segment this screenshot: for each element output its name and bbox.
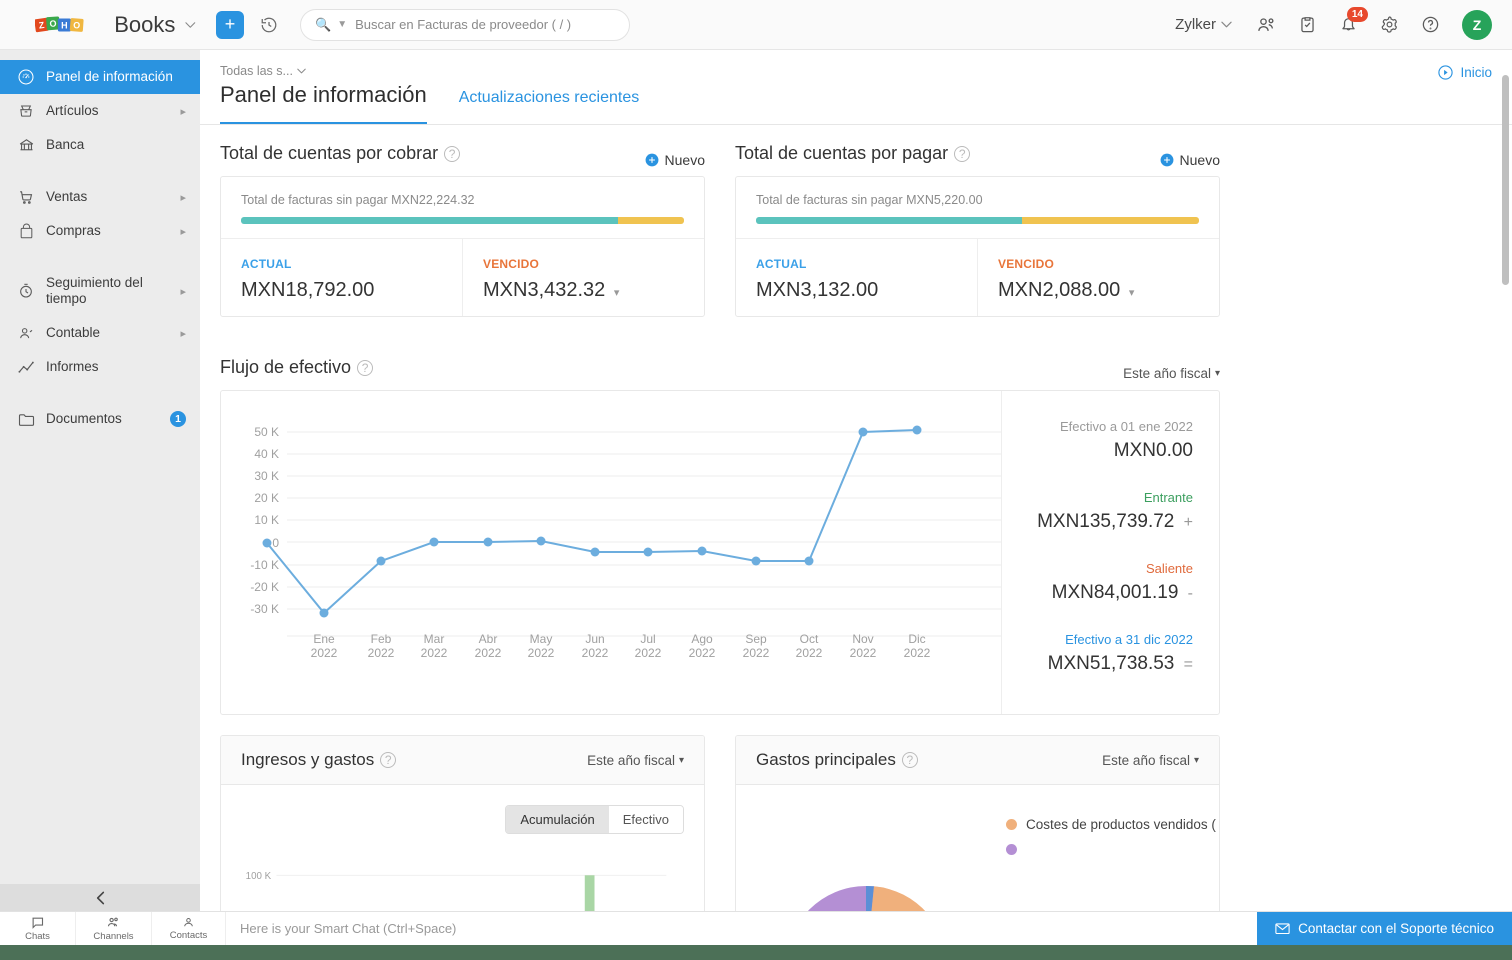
svg-text:50 K: 50 K	[254, 425, 279, 439]
svg-text:-10 K: -10 K	[250, 558, 279, 572]
svg-text:Ene: Ene	[313, 632, 335, 646]
svg-text:Feb: Feb	[371, 632, 392, 646]
svg-text:2022: 2022	[582, 646, 609, 660]
svg-text:Sep: Sep	[745, 632, 767, 646]
svg-text:H: H	[61, 20, 68, 30]
svg-text:Abr: Abr	[479, 632, 498, 646]
svg-text:2022: 2022	[368, 646, 395, 660]
svg-text:40 K: 40 K	[254, 447, 279, 461]
svg-text:Jun: Jun	[585, 632, 604, 646]
svg-text:Ago: Ago	[691, 632, 713, 646]
svg-text:2022: 2022	[796, 646, 823, 660]
svg-text:-20 K: -20 K	[250, 580, 279, 594]
svg-text:2022: 2022	[689, 646, 716, 660]
svg-text:30 K: 30 K	[254, 469, 279, 483]
svg-text:2022: 2022	[635, 646, 662, 660]
svg-text:100 K: 100 K	[246, 871, 272, 882]
svg-text:-30 K: -30 K	[250, 602, 279, 616]
svg-text:Dic: Dic	[908, 632, 925, 646]
svg-text:10 K: 10 K	[254, 513, 279, 527]
svg-text:Jul: Jul	[640, 632, 655, 646]
svg-text:2022: 2022	[743, 646, 770, 660]
svg-text:2022: 2022	[421, 646, 448, 660]
svg-text:2022: 2022	[528, 646, 555, 660]
svg-text:O: O	[49, 18, 57, 28]
svg-text:0: 0	[272, 536, 279, 550]
svg-text:20 K: 20 K	[254, 491, 279, 505]
svg-text:2022: 2022	[311, 646, 338, 660]
svg-text:Mar: Mar	[424, 632, 445, 646]
svg-text:Oct: Oct	[800, 632, 819, 646]
svg-text:May: May	[530, 632, 553, 646]
svg-text:O: O	[73, 20, 81, 30]
svg-text:2022: 2022	[904, 646, 931, 660]
svg-text:2022: 2022	[850, 646, 877, 660]
svg-text:2022: 2022	[475, 646, 502, 660]
svg-text:Nov: Nov	[852, 632, 873, 646]
